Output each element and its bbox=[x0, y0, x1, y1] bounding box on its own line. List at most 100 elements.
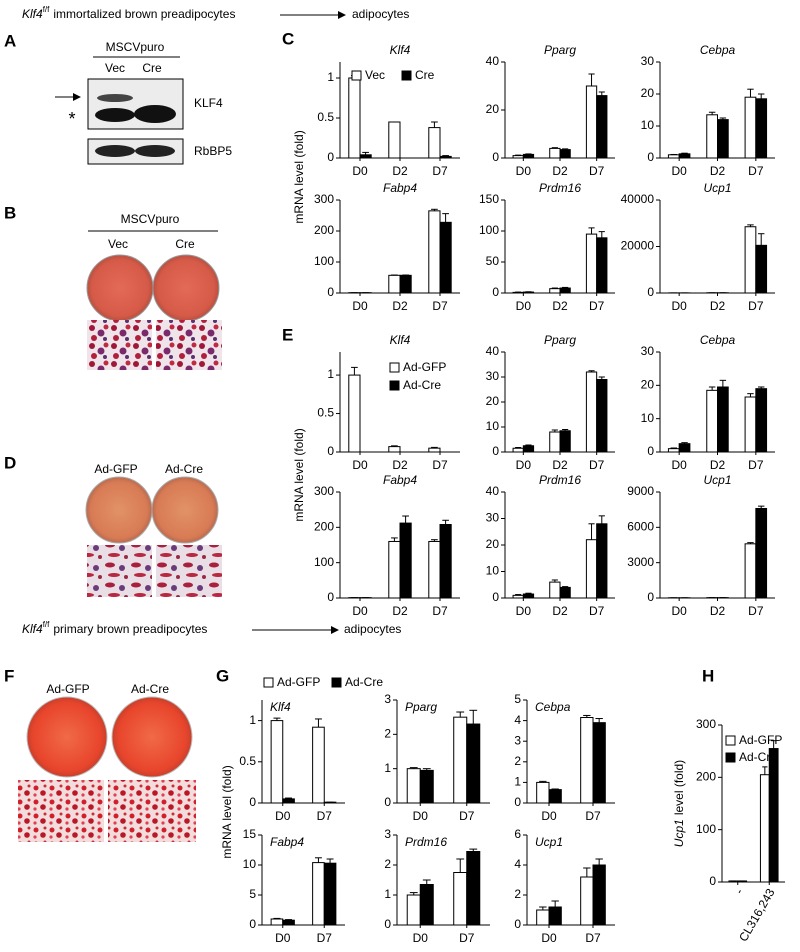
lane-label: Ad-GFP bbox=[94, 462, 137, 476]
band-label: KLF4 bbox=[194, 96, 223, 110]
y-tick-label: 300 bbox=[314, 484, 334, 498]
x-tick-label: D7 bbox=[748, 164, 764, 178]
y-tick-label: 0 bbox=[327, 285, 334, 299]
y-tick-label: 15 bbox=[243, 827, 257, 841]
bar bbox=[596, 379, 608, 453]
error-bar bbox=[747, 88, 754, 98]
error-bar bbox=[708, 111, 716, 115]
error-bar bbox=[747, 224, 754, 227]
y-tick-label: 6000 bbox=[627, 520, 654, 534]
y-tick-label: 4 bbox=[514, 713, 521, 727]
x-tick-label: D0 bbox=[516, 458, 532, 472]
y-tick-label: 0 bbox=[492, 285, 499, 299]
bar bbox=[596, 523, 608, 599]
error-bar bbox=[431, 208, 438, 211]
y-tick-label: 0 bbox=[249, 795, 256, 809]
x-tick-label: D7 bbox=[748, 299, 764, 313]
micrograph bbox=[156, 545, 222, 597]
error-bar bbox=[456, 711, 465, 718]
header-superscript: f/f bbox=[43, 620, 50, 629]
error-bar bbox=[285, 797, 293, 799]
error-bar bbox=[456, 858, 465, 873]
x-tick-label: D7 bbox=[459, 931, 475, 945]
y-tick-label: 50 bbox=[486, 254, 500, 268]
chart-title: Klf4 bbox=[390, 333, 411, 347]
bar bbox=[399, 274, 412, 294]
chart-title: Pparg bbox=[544, 333, 576, 347]
header-gene: Klf4 bbox=[22, 7, 43, 21]
x-tick-label: D2 bbox=[552, 164, 568, 178]
x-tick-label: D7 bbox=[432, 604, 448, 618]
x-tick-label: D7 bbox=[432, 458, 448, 472]
error-bar bbox=[422, 879, 431, 885]
x-tick-label: D2 bbox=[552, 604, 568, 618]
error-bar bbox=[670, 447, 678, 449]
y-tick-label: 100 bbox=[479, 223, 499, 237]
bar bbox=[717, 119, 729, 159]
y-tick-label: 6 bbox=[514, 827, 521, 841]
group-label: MSCVpuro bbox=[106, 40, 165, 54]
error-bar bbox=[314, 857, 322, 863]
panel-label: G bbox=[216, 666, 229, 685]
y-tick-label: 40 bbox=[486, 54, 500, 68]
y-tick-label: 300 bbox=[696, 717, 716, 731]
y-tick-label: 150 bbox=[479, 192, 499, 206]
band-label: RbBP5 bbox=[194, 144, 232, 158]
bar bbox=[453, 716, 468, 804]
y-tick-label: 2 bbox=[384, 857, 391, 871]
bar bbox=[388, 274, 401, 294]
bar bbox=[667, 448, 680, 453]
dish-image bbox=[86, 254, 154, 322]
chart-title: Ucp1 bbox=[535, 835, 563, 849]
y-tick-label: 300 bbox=[314, 192, 334, 206]
error-bar bbox=[431, 446, 438, 449]
bar bbox=[559, 430, 571, 453]
dish-image bbox=[85, 476, 153, 544]
bar bbox=[755, 507, 768, 599]
x-tick-label: D0 bbox=[413, 931, 429, 945]
y-tick-label: 0 bbox=[249, 917, 256, 931]
y-tick-label: 20 bbox=[486, 537, 500, 551]
error-bar bbox=[551, 147, 558, 149]
error-bar bbox=[681, 442, 688, 444]
x-tick-label: D2 bbox=[710, 458, 726, 472]
bar bbox=[348, 374, 361, 453]
blot-image bbox=[87, 78, 184, 130]
y-tick-label: 0 bbox=[514, 795, 521, 809]
error-bar bbox=[562, 586, 569, 588]
legend-label: Ad-GFP bbox=[739, 733, 782, 747]
y-axis-label-text: level (fold) bbox=[672, 760, 686, 815]
error-bar bbox=[409, 767, 418, 769]
chart-title: Pparg bbox=[544, 43, 576, 57]
bar bbox=[512, 447, 524, 453]
y-tick-label: 100 bbox=[696, 822, 716, 836]
x-tick-label: D7 bbox=[589, 299, 605, 313]
error-bar bbox=[583, 867, 591, 877]
bar bbox=[667, 154, 680, 159]
y-tick-label: 3 bbox=[384, 827, 391, 841]
x-tick-label: D0 bbox=[352, 164, 368, 178]
header-text: immortalized brown preadipocytes bbox=[53, 7, 235, 21]
bar bbox=[428, 447, 441, 453]
legend-swatch bbox=[331, 677, 342, 688]
lane-label: Vec bbox=[108, 237, 128, 251]
bar bbox=[706, 389, 718, 453]
bar bbox=[548, 789, 562, 804]
error-bar bbox=[409, 892, 418, 895]
bar bbox=[419, 884, 434, 926]
bar bbox=[580, 717, 594, 804]
y-tick-label: 0 bbox=[492, 590, 499, 604]
error-bar bbox=[762, 766, 768, 775]
panel-label: A bbox=[4, 31, 16, 50]
bar bbox=[759, 774, 770, 883]
error-bar bbox=[442, 519, 449, 525]
x-tick-label: D7 bbox=[589, 604, 605, 618]
lane-label: Ad-Cre bbox=[131, 682, 169, 696]
x-tick-label: D0 bbox=[516, 604, 532, 618]
y-tick-label: 0 bbox=[709, 874, 716, 888]
y-tick-label: 200 bbox=[314, 520, 334, 534]
header-target: adipocytes bbox=[344, 622, 401, 636]
bar bbox=[536, 781, 550, 804]
bar bbox=[717, 386, 729, 453]
